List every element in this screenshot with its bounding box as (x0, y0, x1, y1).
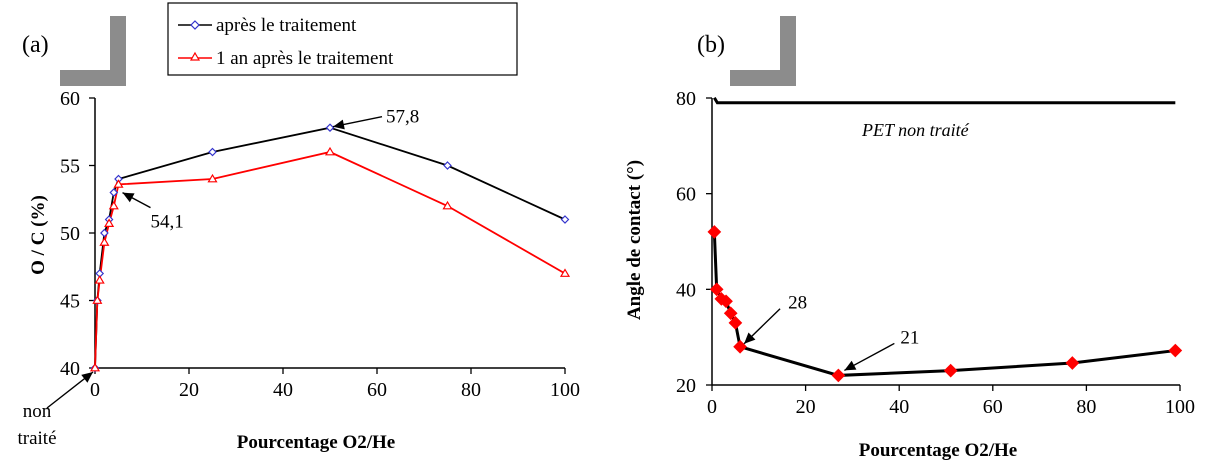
y-tick-label-a: 50 (60, 223, 80, 245)
y-tick-label-b: 60 (676, 184, 696, 206)
corner-bracket-b (730, 16, 796, 86)
x-axis-label-b: Pourcentage O2/He (859, 440, 1017, 461)
annotation-label-21: 21 (900, 327, 919, 348)
legend: après le traitement 1 an après le traite… (167, 2, 518, 76)
data-point-a-2 (324, 146, 336, 156)
data-point-a-2 (92, 295, 103, 304)
y-tick-label-a: 55 (60, 156, 80, 178)
x-tick-label-a: 20 (179, 379, 199, 401)
x-tick-label-a: 60 (367, 379, 387, 401)
series-line-a-1 (94, 126, 566, 369)
x-tick-label-b: 80 (1076, 396, 1096, 418)
legend-box (167, 2, 518, 76)
x-ticks-b: 0 20 40 60 80 100 (707, 385, 1195, 418)
data-point-a-2 (559, 268, 571, 277)
y-axis-label-a: O / C (%) (28, 195, 49, 275)
x-tick-label-a: 40 (273, 379, 293, 401)
data-point-a-1 (325, 123, 335, 133)
data-point-a-2 (104, 218, 115, 227)
data-point-a-2 (108, 200, 119, 210)
data-point-b (1168, 343, 1183, 358)
data-point-b (723, 306, 738, 321)
x-tick-label-b: 0 (707, 396, 717, 418)
x-tick-label-b: 40 (889, 396, 909, 418)
x-tick-label-b: 100 (1165, 396, 1195, 418)
panel-a: (a) 40 45 50 55 60 0 20 40 60 80 100 Pourcentage … (17, 2, 580, 453)
annotation-label-traite: traité (17, 428, 56, 449)
annotation-label-54-1: 54,1 (151, 212, 184, 233)
x-axis-label-a: Pourcentage O2/He (237, 432, 395, 453)
panel-label-a: (a) (22, 32, 49, 58)
y-tick-label-b: 40 (676, 279, 696, 301)
series-line-a-2 (94, 151, 566, 369)
annotation-label-57-8: 57,8 (386, 107, 419, 128)
reference-line-pet (713, 97, 1176, 105)
data-point-b (709, 282, 724, 297)
data-point-b (733, 339, 747, 354)
x-tick-label-b: 20 (796, 396, 816, 418)
y-tick-label-b: 80 (676, 88, 696, 110)
data-point-a-2 (99, 237, 110, 246)
reference-line-label: PET non traité (861, 120, 970, 140)
data-point-b (719, 294, 733, 309)
data-point-a-1 (560, 215, 570, 224)
annotation-arrow-non-traite-head (81, 372, 93, 383)
data-point-a-2 (207, 173, 218, 183)
annotation-label-28: 28 (788, 293, 807, 314)
annotation-arrow-57-8-head (333, 119, 345, 130)
data-point-a-1 (208, 147, 217, 157)
legend-label-2: 1 an après le traitement (216, 48, 394, 69)
data-point-b (943, 363, 958, 378)
legend-marker-2 (189, 51, 201, 61)
x-ticks-a: 0 20 40 60 80 100 (90, 368, 580, 401)
data-point-a-2 (94, 275, 105, 284)
y-tick-label-a: 60 (60, 88, 80, 110)
data-point-b (1065, 356, 1080, 370)
data-point-a-1 (109, 188, 119, 197)
annotations-b: 28 21 (743, 293, 919, 372)
series-group-b (707, 225, 1183, 383)
x-tick-label-b: 60 (983, 396, 1003, 418)
x-tick-label-a: 0 (90, 379, 100, 401)
panel-label-b: (b) (697, 32, 725, 58)
annotation-arrow-28-head (744, 332, 756, 344)
y-ticks-b: 20 40 60 80 (676, 88, 712, 397)
legend-marker-1 (190, 20, 200, 30)
y-tick-label-a: 40 (60, 358, 80, 380)
data-point-b (728, 315, 743, 330)
y-tick-label-a: 45 (60, 291, 80, 313)
panel-b: (b) 20 40 60 80 0 20 40 60 80 100 Pourcentage O2… (624, 32, 1195, 461)
series-group-a (89, 123, 571, 373)
annotation-label-non: non (23, 401, 52, 422)
y-tick-label-b: 20 (676, 375, 696, 397)
data-point-a-1 (100, 228, 109, 238)
data-point-b (831, 368, 846, 383)
reference-line-group-b: PET non traité (713, 97, 1176, 140)
x-tick-label-a: 100 (550, 379, 580, 401)
annotation-arrow-21-head (844, 360, 857, 371)
data-point-a-2 (89, 362, 101, 372)
data-point-a-2 (113, 179, 124, 188)
series-line-b (712, 231, 1176, 377)
annotations-a: 57,8 54,1 non traité (17, 107, 419, 449)
data-point-a-1 (443, 161, 452, 170)
annotation-arrow-54-1-head (122, 192, 135, 203)
data-point-a-2 (442, 200, 453, 210)
data-point-b (707, 225, 722, 239)
y-axis-label-b: Angle de contact (°) (624, 160, 645, 320)
x-tick-label-a: 80 (461, 379, 481, 401)
legend-label-1: après le traitement (216, 15, 357, 36)
corner-bracket-a (60, 16, 126, 86)
y-ticks-a: 40 45 50 55 60 (60, 88, 95, 380)
